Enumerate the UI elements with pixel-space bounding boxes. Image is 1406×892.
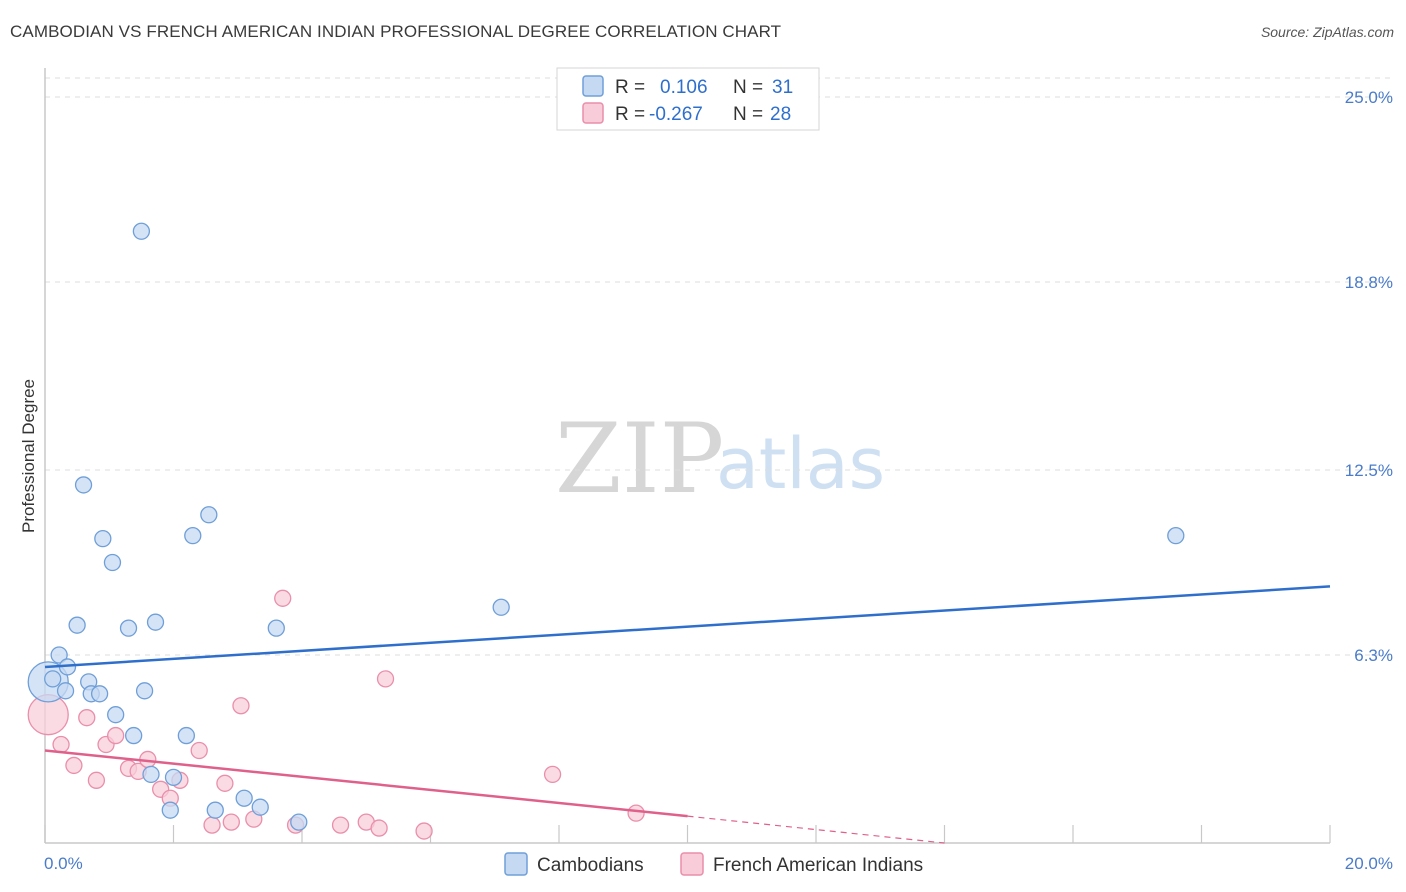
y-tick-labels: 6.3% 12.5% 18.8% 25.0% (1345, 88, 1393, 665)
legend-r-label-2: R = (615, 104, 645, 125)
cambodian-point-22 (184, 526, 202, 545)
cambodian-point-4 (56, 682, 75, 700)
series-legend-swatch-cambodians (504, 852, 528, 876)
cambodian-point-13 (119, 619, 138, 637)
cambodian-point-15 (132, 222, 151, 240)
x-tick-label-1: 20.0% (1345, 854, 1393, 873)
french-american-indian-point-23 (370, 819, 388, 837)
chart-title: CAMBODIAN VS FRENCH AMERICAN INDIAN PROF… (10, 22, 782, 41)
watermark-atlas: atlas (716, 423, 885, 505)
cambodian-point-16 (135, 682, 154, 700)
cambodian-point-10 (94, 529, 112, 548)
legend-n-label-1: N = (733, 77, 763, 98)
french-american-indian-point-6 (107, 726, 125, 745)
french-american-indian-point-27 (627, 804, 645, 822)
cambodian-point-23 (200, 506, 218, 524)
cambodian-point-5 (44, 670, 62, 688)
french-american-indian-point-16 (222, 813, 240, 831)
cambodian-point-24 (206, 801, 224, 819)
y-tick-label-3: 25.0% (1345, 88, 1393, 107)
series-legend-swatch-french-american-indians (680, 852, 704, 876)
legend-r-label-1: R = (615, 77, 645, 98)
french-american-indian-points (27, 589, 645, 840)
cambodian-point-6 (74, 476, 93, 494)
cambodian-point-19 (161, 801, 179, 819)
french-american-indian-point-3 (87, 771, 106, 789)
trend-lines (44, 585, 1331, 844)
legend-n-label-2: N = (733, 104, 763, 125)
cambodian-point-27 (267, 619, 285, 637)
cambodian-point-29 (492, 598, 510, 616)
y-axis-label: Professional Degree (19, 379, 38, 533)
french-american-indian-point-21 (331, 816, 350, 834)
cambodian-trend-line (44, 585, 1331, 669)
french-american-indian-point-24 (376, 670, 395, 688)
grid-lines (45, 77, 1395, 656)
x-tick-labels: 0.0% 20.0% (44, 854, 1393, 873)
french-american-indian-point-17 (232, 697, 250, 715)
cambodian-point-18 (146, 613, 165, 631)
cambodian-point-26 (251, 798, 269, 816)
cambodian-point-12 (107, 706, 125, 724)
french-american-indian-point-2 (65, 756, 83, 775)
cambodian-point-14 (125, 726, 143, 745)
french-american-indian-point-14 (203, 816, 221, 834)
legend-swatch-french-american-indians (582, 102, 604, 124)
x-tick-label-0: 0.0% (44, 854, 83, 873)
cambodian-point-3 (68, 616, 86, 634)
legend-r-value-1: 0.106 (660, 77, 708, 98)
series-legend-label-cambodians: Cambodians (537, 855, 644, 876)
cambodian-point-20 (164, 768, 183, 787)
cambodian-point-1 (50, 646, 68, 664)
cambodian-point-17 (142, 765, 160, 784)
series-legend: Cambodians French American Indians (504, 852, 923, 876)
french-american-indian-point-19 (274, 589, 292, 607)
cambodian-point-21 (177, 726, 196, 745)
french-american-indian-trend-line (44, 749, 688, 818)
french-american-indian-point-26 (543, 765, 562, 784)
french-american-indian-point-13 (190, 741, 208, 760)
watermark-zip: ZIP (555, 403, 724, 515)
legend-n-value-2: 28 (770, 104, 791, 125)
legend-n-value-1: 31 (772, 77, 793, 98)
legend-swatch-cambodians (582, 75, 604, 97)
french-american-indian-point-25 (415, 822, 433, 840)
series-legend-label-french-american-indians: French American Indians (713, 855, 923, 876)
french-american-indian-point-1 (52, 735, 70, 754)
source-label: Source: ZipAtlas.com (1260, 24, 1394, 40)
stats-legend: R = 0.106 N = 31 R = -0.267 N = 28 (556, 67, 820, 131)
y-tick-label-0: 6.3% (1354, 646, 1393, 665)
french-american-indian-point-4 (78, 709, 96, 727)
cambodian-point-11 (103, 553, 122, 572)
y-tick-label-2: 18.8% (1345, 273, 1393, 292)
french-american-indian-point-15 (216, 774, 234, 792)
cambodian-points (27, 222, 1185, 831)
cambodian-point-25 (235, 789, 253, 807)
cambodian-point-9 (90, 685, 109, 703)
cambodian-point-30 (1167, 526, 1185, 545)
cambodian-point-28 (290, 813, 308, 831)
legend-r-value-2: -0.267 (649, 104, 703, 125)
y-tick-label-1: 12.5% (1345, 461, 1393, 480)
